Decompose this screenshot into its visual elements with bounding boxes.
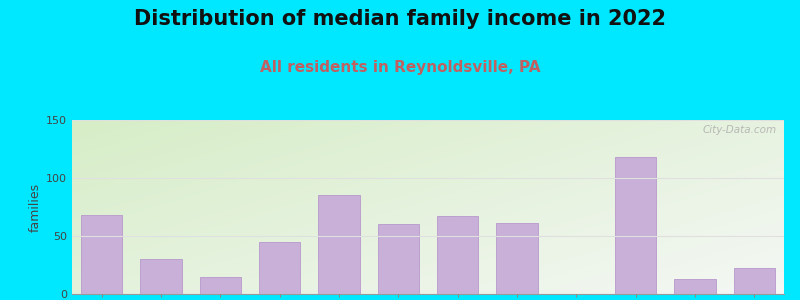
Bar (615, 157, 657, 294)
Bar (378, 224, 419, 294)
Bar (674, 279, 716, 294)
Bar (496, 223, 538, 294)
Bar (259, 242, 301, 294)
Bar (199, 277, 241, 294)
Text: All residents in Reynoldsville, PA: All residents in Reynoldsville, PA (260, 60, 540, 75)
Bar (318, 195, 360, 294)
Text: City-Data.com: City-Data.com (702, 125, 777, 135)
Bar (437, 216, 478, 294)
Text: Distribution of median family income in 2022: Distribution of median family income in … (134, 9, 666, 29)
Y-axis label: families: families (29, 182, 42, 232)
Bar (140, 259, 182, 294)
Bar (81, 215, 122, 294)
Bar (734, 268, 775, 294)
